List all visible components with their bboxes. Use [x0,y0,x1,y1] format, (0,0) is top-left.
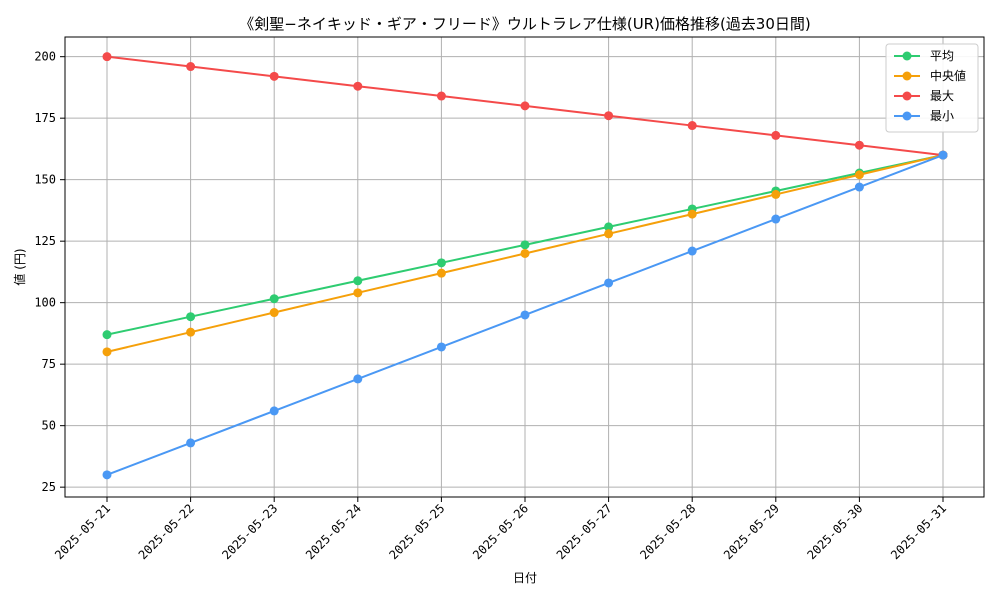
data-point [854,182,864,192]
legend-marker [902,71,912,81]
x-tick-label: 2025-05-27 [554,501,615,562]
data-point [854,170,864,180]
x-tick-label: 2025-05-28 [637,501,698,562]
data-point [520,101,530,111]
y-tick-label: 75 [42,357,56,371]
data-point [436,258,446,268]
data-point [102,52,112,62]
chart-title: 《剣聖−ネイキッド・ギア・フリード》ウルトラレア仕様(UR)価格推移(過去30日… [239,15,810,33]
data-point [269,308,279,318]
data-point [186,62,196,72]
data-point [269,71,279,81]
series-layer [102,52,948,480]
data-point [520,310,530,320]
data-point [854,140,864,150]
y-tick-label: 175 [34,111,56,125]
data-point [687,246,697,256]
x-tick-label: 2025-05-24 [303,501,364,562]
y-axis: 25 50 75 100 125 150 175 200 [34,50,65,494]
data-point [771,130,781,140]
legend-label: 中央値 [930,68,966,83]
y-tick-label: 150 [34,173,56,187]
x-tick-label: 2025-05-23 [219,501,280,562]
data-point [102,347,112,357]
data-point [604,278,614,288]
legend-marker [902,51,912,61]
y-tick-label: 125 [34,234,56,248]
data-point [353,374,363,384]
x-tick-label: 2025-05-25 [387,501,448,562]
data-point [436,91,446,101]
data-point [520,240,530,250]
series-3 [102,150,948,480]
legend-label: 最小 [930,109,954,123]
y-tick-label: 200 [34,50,56,64]
legend-marker [902,111,912,121]
data-point [436,342,446,352]
legend-box [885,43,979,133]
x-tick-label: 2025-05-29 [721,501,782,562]
data-point [771,189,781,199]
data-point [186,327,196,337]
x-tick-label: 2025-05-22 [136,501,197,562]
data-point [771,214,781,224]
data-point [269,294,279,304]
data-point [102,330,112,340]
x-axis-label: 日付 [513,571,537,585]
x-tick-label: 2025-05-31 [888,501,949,562]
data-point [938,150,948,160]
y-axis-label: 値 (円) [12,248,27,285]
data-point [353,81,363,91]
data-point [604,229,614,239]
y-tick-label: 50 [42,419,56,433]
x-tick-label: 2025-05-21 [52,501,113,562]
data-point [353,276,363,286]
data-point [269,406,279,416]
data-point [436,268,446,278]
data-point [353,288,363,298]
y-tick-label: 25 [42,480,56,494]
data-point [520,248,530,258]
legend-label: 最大 [930,89,954,103]
y-tick-label: 100 [34,296,56,310]
data-point [604,222,614,232]
x-tick-label: 2025-05-26 [470,501,531,562]
data-point [687,209,697,219]
data-point [604,111,614,121]
x-axis: 2025-05-21 2025-05-22 2025-05-23 2025-05-24… [52,497,949,562]
x-tick-label: 2025-05-30 [805,501,866,562]
legend-marker [902,91,912,101]
data-point [687,121,697,131]
data-point [186,438,196,448]
data-point [186,312,196,322]
data-point [102,470,112,480]
legend-label: 平均 [930,49,954,63]
